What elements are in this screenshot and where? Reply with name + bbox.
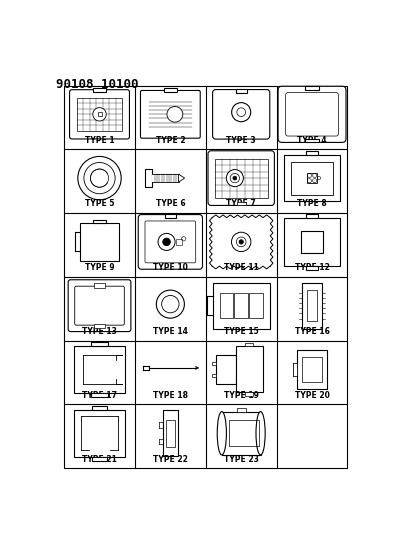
Bar	[91, 342, 108, 346]
Bar	[212, 374, 216, 377]
Text: TYPE 20: TYPE 20	[295, 391, 329, 400]
Bar	[306, 214, 318, 217]
Bar	[245, 392, 253, 396]
Bar	[216, 354, 236, 384]
Bar	[80, 223, 119, 261]
Bar	[293, 364, 297, 376]
Text: TYPE 12: TYPE 12	[295, 263, 329, 272]
Bar	[91, 393, 108, 397]
FancyBboxPatch shape	[68, 280, 131, 332]
Text: TYPE 11: TYPE 11	[224, 263, 258, 272]
Text: TYPE 9: TYPE 9	[85, 263, 114, 272]
FancyBboxPatch shape	[70, 90, 130, 139]
Circle shape	[233, 176, 237, 180]
Bar	[297, 350, 327, 389]
Bar	[284, 155, 340, 201]
FancyBboxPatch shape	[138, 215, 203, 269]
Bar	[213, 282, 269, 329]
Bar	[145, 169, 152, 187]
Ellipse shape	[167, 107, 183, 122]
Bar	[284, 217, 340, 266]
Bar	[306, 151, 318, 155]
Text: 90108 10100: 90108 10100	[56, 78, 139, 91]
Circle shape	[156, 290, 184, 318]
Bar	[94, 324, 105, 328]
Bar	[176, 239, 182, 245]
Bar	[164, 88, 177, 92]
Circle shape	[163, 238, 170, 246]
Ellipse shape	[256, 411, 265, 455]
Bar	[97, 112, 102, 116]
Bar	[94, 283, 105, 288]
Bar	[163, 410, 178, 456]
Circle shape	[93, 108, 106, 121]
Text: TYPE 1: TYPE 1	[85, 136, 114, 144]
Bar	[93, 220, 106, 223]
Circle shape	[158, 233, 175, 251]
Bar	[306, 266, 318, 270]
Circle shape	[239, 240, 243, 244]
Bar	[212, 361, 216, 366]
Bar	[291, 161, 333, 195]
Bar	[302, 282, 322, 329]
Text: TYPE 19: TYPE 19	[224, 391, 258, 400]
Bar	[93, 88, 106, 92]
Text: TYPE 4: TYPE 4	[297, 136, 327, 144]
Circle shape	[78, 156, 121, 200]
Bar	[307, 173, 317, 183]
Text: TYPE 18: TYPE 18	[153, 391, 188, 400]
Bar	[301, 231, 323, 253]
Text: TYPE 21: TYPE 21	[82, 455, 117, 464]
Bar	[305, 86, 319, 90]
FancyBboxPatch shape	[208, 151, 274, 205]
Bar	[215, 159, 268, 198]
Text: TYPE 6: TYPE 6	[156, 199, 185, 208]
Text: TYPE 10: TYPE 10	[153, 263, 188, 272]
Bar	[237, 408, 246, 411]
Bar	[74, 410, 125, 457]
FancyBboxPatch shape	[213, 90, 270, 139]
Bar	[165, 214, 176, 217]
Text: TYPE 2: TYPE 2	[156, 136, 185, 144]
Text: TYPE 15: TYPE 15	[224, 327, 258, 336]
Polygon shape	[178, 174, 185, 182]
Bar	[166, 420, 175, 447]
Text: TYPE 17: TYPE 17	[82, 391, 117, 400]
Text: TYPE 23: TYPE 23	[224, 455, 258, 464]
FancyBboxPatch shape	[278, 86, 346, 142]
Text: TYPE 14: TYPE 14	[153, 327, 188, 336]
Bar	[234, 293, 248, 318]
FancyBboxPatch shape	[141, 91, 200, 138]
Bar	[237, 203, 246, 205]
Circle shape	[90, 169, 109, 187]
Ellipse shape	[217, 411, 227, 455]
Text: TYPE 7: TYPE 7	[226, 199, 256, 208]
Bar	[307, 290, 318, 321]
Circle shape	[232, 232, 251, 252]
Bar	[249, 293, 263, 318]
Bar	[229, 420, 259, 446]
Bar	[152, 174, 178, 182]
Bar	[92, 457, 107, 461]
Text: TYPE 5: TYPE 5	[85, 199, 114, 208]
Bar	[77, 98, 122, 131]
Bar	[74, 346, 125, 393]
Text: TYPE 13: TYPE 13	[82, 327, 117, 336]
Text: TYPE 16: TYPE 16	[295, 327, 329, 336]
Circle shape	[226, 169, 243, 187]
Bar	[305, 139, 319, 142]
Text: TYPE 3: TYPE 3	[227, 136, 256, 144]
Text: TYPE 22: TYPE 22	[153, 455, 188, 464]
Bar	[92, 406, 107, 410]
Bar	[220, 293, 233, 318]
Bar	[236, 346, 263, 392]
Circle shape	[232, 103, 251, 122]
Bar	[236, 89, 247, 93]
Bar	[245, 343, 253, 346]
Bar	[302, 357, 322, 382]
Bar	[222, 411, 260, 455]
Text: TYPE 8: TYPE 8	[297, 199, 327, 208]
